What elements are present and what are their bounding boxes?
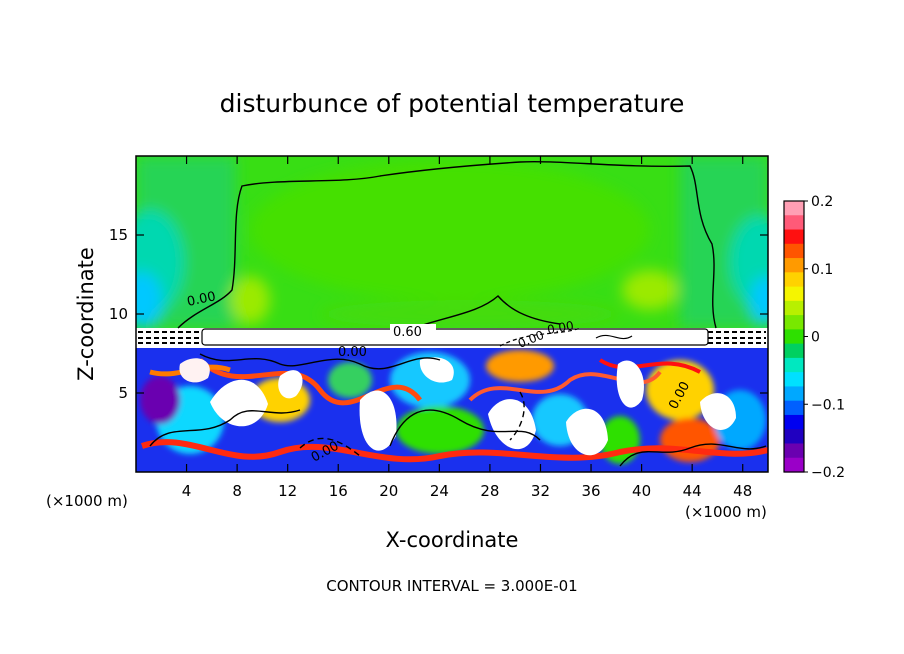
colorbar-tick-label: 0 bbox=[811, 330, 820, 346]
y-axis-label: Z-coordinate bbox=[74, 247, 98, 381]
colorbar-tick-label: 0.2 bbox=[811, 194, 833, 210]
x-unit-left: (×1000 m) bbox=[46, 492, 128, 510]
contour-zero-upper-left bbox=[177, 160, 717, 329]
chart-title: disturbunce of potential temperature bbox=[220, 89, 685, 118]
x-tick-label: 4 bbox=[182, 482, 192, 500]
colorbar-cell bbox=[784, 400, 804, 416]
contour-label: 0.00 bbox=[186, 289, 217, 310]
contour-lower-3 bbox=[619, 443, 767, 467]
x-tick-label: 40 bbox=[632, 482, 651, 500]
x-tick-label: 12 bbox=[278, 482, 297, 500]
colorbar-ticks: 0.2 0.1 0 −0.1 −0.2 bbox=[804, 194, 845, 481]
colorbar-cell bbox=[784, 414, 804, 430]
colorbar-cell bbox=[784, 457, 804, 473]
contour-label: 0.00 bbox=[338, 345, 367, 360]
colorbar-cell bbox=[784, 286, 804, 302]
contour-label: 0.00 bbox=[546, 319, 575, 337]
colorbar-cell bbox=[784, 357, 804, 373]
y-tick-label: 10 bbox=[109, 305, 128, 323]
contour-lower-1 bbox=[149, 409, 301, 447]
contour-lower-6 bbox=[509, 391, 525, 441]
colorbar-cell bbox=[784, 272, 804, 288]
colorbar-tick-label: −0.1 bbox=[811, 397, 845, 413]
colorbar-tick-label: −0.2 bbox=[811, 465, 845, 481]
x-tick-label: 48 bbox=[733, 482, 752, 500]
colorbar-cells bbox=[784, 201, 804, 473]
colorbar-cell bbox=[784, 201, 804, 216]
colorbar-cell bbox=[784, 343, 804, 359]
colorbar-cell bbox=[784, 215, 804, 231]
contour-lower-5 bbox=[299, 437, 361, 457]
colorbar-cell bbox=[784, 315, 804, 330]
colorbar-cell bbox=[784, 329, 804, 345]
x-tick-label: 16 bbox=[329, 482, 348, 500]
x-unit-right: (×1000 m) bbox=[685, 503, 767, 521]
colorbar-cell bbox=[784, 429, 804, 445]
y-axis-ticks: 5 10 15 bbox=[109, 226, 768, 402]
colorbar-tick-label: 0.1 bbox=[811, 262, 833, 278]
x-tick-label: 24 bbox=[430, 482, 449, 500]
x-axis-ticks: 4 8 12 16 20 24 28 32 36 40 44 48 bbox=[182, 156, 752, 500]
colorbar-cell bbox=[784, 243, 804, 259]
contour-lower-2 bbox=[389, 409, 541, 447]
plot-area: 0.00 0.60 0.00 0.00 0.00 0.00 0.00 bbox=[136, 156, 768, 472]
x-tick-label: 20 bbox=[379, 482, 398, 500]
lower-field bbox=[136, 348, 768, 472]
upper-field bbox=[136, 156, 768, 328]
white-band bbox=[136, 327, 768, 348]
contour-lines bbox=[149, 160, 767, 467]
y-tick-label: 15 bbox=[109, 226, 128, 244]
colorbar-cell bbox=[784, 443, 804, 459]
x-tick-label: 36 bbox=[581, 482, 600, 500]
colorbar-cell bbox=[784, 229, 804, 245]
colorbar-cell bbox=[784, 372, 804, 388]
x-tick-label: 32 bbox=[531, 482, 550, 500]
x-tick-label: 8 bbox=[232, 482, 242, 500]
colorbar-cell bbox=[784, 300, 804, 316]
colorbar-cell bbox=[784, 386, 804, 402]
contour-zero-bump bbox=[419, 295, 561, 327]
contour-lower-4 bbox=[199, 353, 441, 370]
colorbar: 0.2 0.1 0 −0.1 −0.2 bbox=[783, 194, 845, 481]
x-axis-label: X-coordinate bbox=[386, 528, 519, 552]
contour-label: 0.60 bbox=[393, 325, 422, 340]
y-tick-label: 5 bbox=[118, 384, 128, 402]
contour-interval-annotation: CONTOUR INTERVAL = 3.000E-01 bbox=[326, 577, 577, 595]
x-tick-label: 28 bbox=[480, 482, 499, 500]
x-tick-label: 44 bbox=[683, 482, 702, 500]
colorbar-cell bbox=[784, 258, 804, 273]
